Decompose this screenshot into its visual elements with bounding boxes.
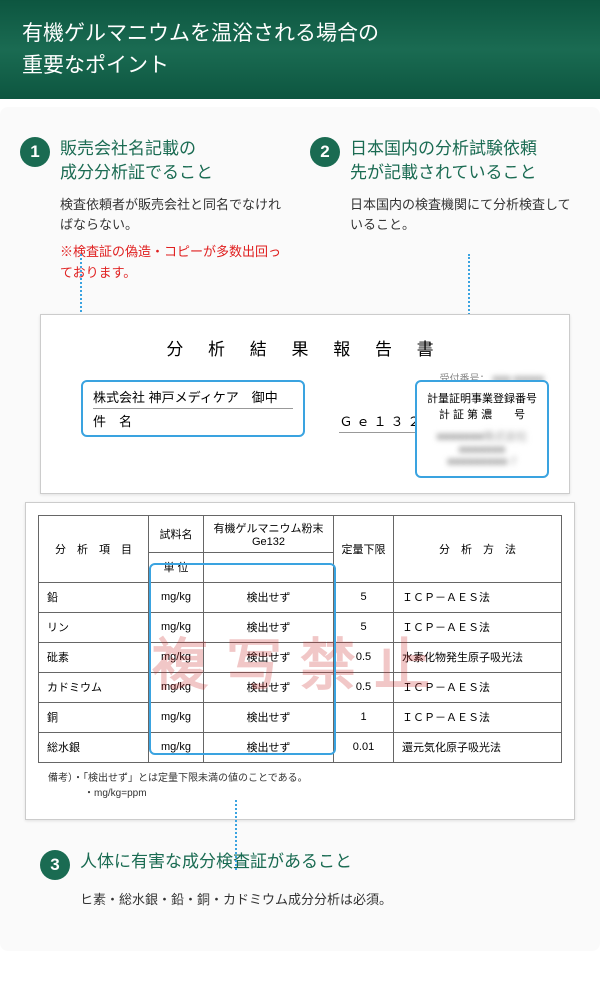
th-product: 有機ゲルマニウム粉末Ge132 [204, 515, 334, 552]
point-2-title-l2: 先が記載されていること [350, 163, 537, 182]
cell-limit: 5 [334, 582, 394, 612]
cell-limit: 1 [334, 702, 394, 732]
table-notes: 備考）・「検出せず」とは定量下限未満の値のことである。 ・mg/kg=ppm [38, 769, 562, 799]
cell-value: 検出せず [204, 702, 334, 732]
cell-limit: 0.5 [334, 642, 394, 672]
point-2-head: 2 日本国内の分析試験依頼 先が記載されていること [310, 137, 580, 185]
cell-value: 検出せず [204, 612, 334, 642]
cell-unit: mg/kg [149, 582, 204, 612]
cell-limit: 0.01 [334, 732, 394, 762]
certification-highlight-box: 計量証明事業登録番号 計 証 第 濃 号 ■■■■■■■株式会社■■■■■■■■… [415, 380, 549, 478]
table-row: 総水銀mg/kg検出せず0.01還元気化原子吸光法 [39, 732, 562, 762]
cell-method: ＩＣＰ－ＡＥＳ法 [394, 582, 562, 612]
point-2-number-badge: 2 [310, 137, 340, 167]
report-document-1: 分 析 結 果 報 告 書 受付番号： ■■■-■■■■■ 株式会社 神戸メディ… [40, 314, 570, 494]
point-2-body: 日本国内の検査機関にて分析検査していること。 [310, 195, 580, 237]
report-title: 分 析 結 果 報 告 書 [61, 335, 549, 360]
point-1-warning: ※検査証の偽造・コピーが多数出回っております。 [60, 242, 290, 284]
th-item: 分 析 項 目 [39, 515, 149, 582]
cell-limit: 0.5 [334, 672, 394, 702]
page-title: 有機ゲルマニウムを温浴される場合の 重要なポイント [22, 18, 578, 81]
point-2-text: 日本国内の検査機関にて分析検査していること。 [350, 195, 580, 237]
point-1: 1 販売会社名記載の 成分分析証でること 検査依頼者が販売会社と同名でなければな… [20, 137, 290, 284]
cell-method: 水素化物発生原子吸光法 [394, 642, 562, 672]
table-header-row: 分 析 項 目 試料名 有機ゲルマニウム粉末Ge132 定量下限 分 析 方 法 [39, 515, 562, 552]
point-1-body: 検査依頼者が販売会社と同名でなければならない。 ※検査証の偽造・コピーが多数出回… [20, 195, 290, 284]
th-sample: 試料名 [149, 515, 204, 552]
point-3-number-badge: 3 [40, 850, 70, 880]
cell-unit: mg/kg [149, 672, 204, 702]
subject-label: 件 名 [93, 409, 293, 432]
note-2: ・mg/kg=ppm [48, 784, 562, 799]
company-highlight-box: 株式会社 神戸メディケア 御中 件 名 [81, 380, 305, 437]
analysis-table: 分 析 項 目 試料名 有機ゲルマニウム粉末Ge132 定量下限 分 析 方 法… [38, 515, 562, 763]
cell-unit: mg/kg [149, 642, 204, 672]
table-row: 鉛mg/kg検出せず5ＩＣＰ－ＡＥＳ法 [39, 582, 562, 612]
cell-value: 検出せず [204, 732, 334, 762]
cell-item: 鉛 [39, 582, 149, 612]
point-3-title: 人体に有害な成分検査証があること [80, 850, 352, 874]
points-row: 1 販売会社名記載の 成分分析証でること 検査依頼者が販売会社と同名でなければな… [20, 137, 580, 284]
content-area: 1 販売会社名記載の 成分分析証でること 検査依頼者が販売会社と同名でなければな… [0, 107, 600, 951]
point-1-title-l2: 成分分析証でること [60, 163, 213, 182]
cell-unit: mg/kg [149, 612, 204, 642]
point-2: 2 日本国内の分析試験依頼 先が記載されていること 日本国内の検査機関にて分析検… [310, 137, 580, 284]
cell-method: ＩＣＰ－ＡＥＳ法 [394, 612, 562, 642]
cert-issuer-blurred: ■■■■■■■株式会社■■■■■■■■■■■■■■■■-7 [437, 428, 528, 468]
table-row: 銅mg/kg検出せず1ＩＣＰ－ＡＥＳ法 [39, 702, 562, 732]
document-area: 分 析 結 果 報 告 書 受付番号： ■■■-■■■■■ 株式会社 神戸メディ… [20, 314, 580, 820]
company-name: 株式会社 神戸メディケア 御中 [93, 385, 293, 409]
point-3-body: ヒ素・総水銀・鉛・銅・カドミウム成分分析は必須。 [40, 890, 560, 911]
point-3: 3 人体に有害な成分検査証があること ヒ素・総水銀・鉛・銅・カドミウム成分分析は… [20, 850, 580, 911]
cell-item: 砒素 [39, 642, 149, 672]
cell-limit: 5 [334, 612, 394, 642]
page-header: 有機ゲルマニウムを温浴される場合の 重要なポイント [0, 0, 600, 99]
title-line2: 重要なポイント [22, 54, 169, 77]
table-row: カドミウムmg/kg検出せず0.5ＩＣＰ－ＡＥＳ法 [39, 672, 562, 702]
table-row: 砒素mg/kg検出せず0.5水素化物発生原子吸光法 [39, 642, 562, 672]
th-unit: 単 位 [149, 552, 204, 582]
cell-value: 検出せず [204, 642, 334, 672]
point-3-head: 3 人体に有害な成分検査証があること [40, 850, 560, 880]
note-1: 備考）・「検出せず」とは定量下限未満の値のことである。 [48, 769, 562, 784]
cert-line1: 計量証明事業登録番号 [427, 390, 537, 406]
cert-line2: 計 証 第 濃 号 [427, 406, 537, 422]
th-product-blank [204, 552, 334, 582]
cell-item: リン [39, 612, 149, 642]
point-1-title-l1: 販売会社名記載の [60, 139, 196, 158]
report-document-2: 複写禁止 分 析 項 目 試料名 有機ゲルマニウム粉末Ge132 定量下限 分 … [25, 502, 575, 820]
cell-unit: mg/kg [149, 732, 204, 762]
cell-method: ＩＣＰ－ＡＥＳ法 [394, 702, 562, 732]
point-1-title: 販売会社名記載の 成分分析証でること [60, 137, 213, 185]
table-row: リンmg/kg検出せず5ＩＣＰ－ＡＥＳ法 [39, 612, 562, 642]
cell-value: 検出せず [204, 582, 334, 612]
point-1-number-badge: 1 [20, 137, 50, 167]
point-1-head: 1 販売会社名記載の 成分分析証でること [20, 137, 290, 185]
cell-item: カドミウム [39, 672, 149, 702]
point-2-title: 日本国内の分析試験依頼 先が記載されていること [350, 137, 537, 185]
title-line1: 有機ゲルマニウムを温浴される場合の [22, 22, 379, 45]
point-2-title-l1: 日本国内の分析試験依頼 [350, 139, 537, 158]
cell-method: ＩＣＰ－ＡＥＳ法 [394, 672, 562, 702]
point-1-text: 検査依頼者が販売会社と同名でなければならない。 [60, 195, 290, 237]
cell-item: 銅 [39, 702, 149, 732]
cell-item: 総水銀 [39, 732, 149, 762]
cell-method: 還元気化原子吸光法 [394, 732, 562, 762]
th-method: 分 析 方 法 [394, 515, 562, 582]
th-limit: 定量下限 [334, 515, 394, 582]
cell-unit: mg/kg [149, 702, 204, 732]
cell-value: 検出せず [204, 672, 334, 702]
